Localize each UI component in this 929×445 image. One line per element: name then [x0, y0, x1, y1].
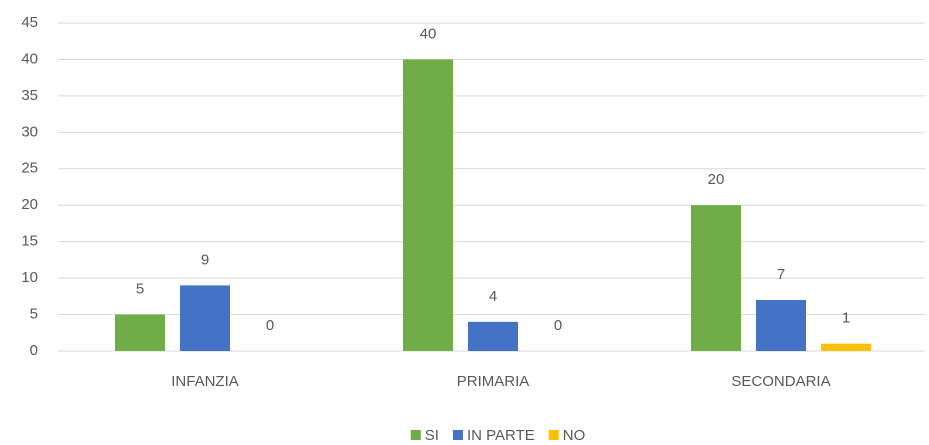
y-tick-label: 40 [21, 50, 38, 67]
bar [756, 299, 806, 351]
legend-swatch [452, 430, 463, 440]
data-label: 4 [489, 288, 497, 305]
y-tick-label: 20 [21, 196, 38, 213]
legend-label: SI [425, 427, 439, 444]
x-tick-label: SECONDARIA [731, 373, 830, 390]
x-tick-label: PRIMARIA [457, 373, 530, 390]
y-tick-label: 30 [21, 123, 38, 140]
legend-swatch [410, 430, 421, 440]
bar [821, 343, 871, 351]
bar [403, 59, 453, 351]
bar [115, 314, 165, 351]
data-label: 1 [842, 310, 850, 327]
legend-label: NO [563, 427, 586, 444]
y-tick-label: 10 [21, 269, 38, 286]
y-tick-label: 35 [21, 87, 38, 104]
legend-swatch [548, 430, 559, 440]
data-label: 0 [266, 317, 274, 334]
bar [180, 285, 230, 351]
y-tick-label: 45 [21, 14, 38, 31]
y-tick-label: 0 [30, 342, 38, 359]
y-tick-label: 5 [30, 306, 38, 323]
data-label: 5 [136, 281, 144, 298]
y-tick-label: 25 [21, 160, 38, 177]
x-tick-label: INFANZIA [171, 373, 239, 390]
bar [691, 205, 741, 351]
bar [468, 321, 518, 351]
data-label: 20 [708, 171, 725, 188]
y-tick-label: 15 [21, 233, 38, 250]
data-label: 7 [777, 266, 785, 283]
data-label: 9 [201, 251, 209, 268]
legend-label: IN PARTE [467, 427, 535, 444]
data-label: 40 [420, 25, 437, 42]
data-label: 0 [554, 317, 562, 334]
